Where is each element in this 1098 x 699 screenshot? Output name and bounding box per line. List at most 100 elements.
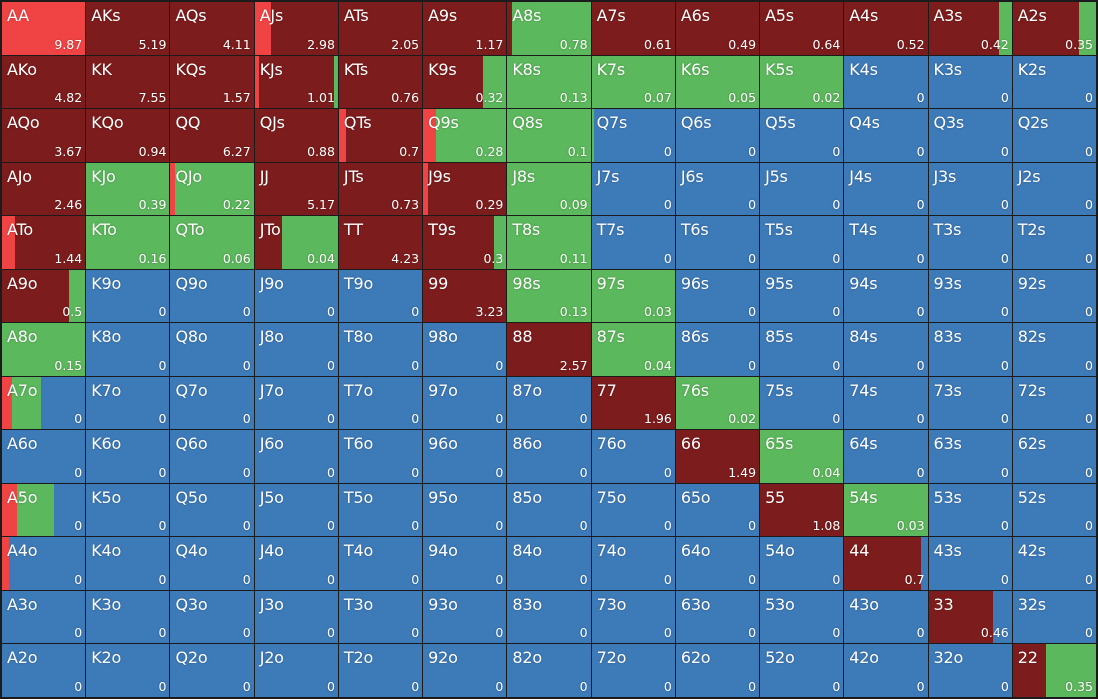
hand-cell-q8o[interactable]: Q8o 0 [170,323,254,376]
hand-cell-q5s[interactable]: Q5s 0 [760,109,844,162]
hand-cell-qjo[interactable]: QJo 0.22 [170,162,254,216]
hand-cell-q6o[interactable]: Q6o 0 [170,430,254,483]
hand-cell-aqo[interactable]: AQo 3.67 [2,109,86,162]
hand-cell-j8o[interactable]: J8o 0 [254,323,338,376]
hand-cell-94s[interactable]: 94s 0 [844,269,928,323]
hand-cell-54o[interactable]: 54o 0 [760,537,844,590]
hand-cell-j3s[interactable]: J3s 0 [928,162,1012,216]
hand-cell-q7o[interactable]: Q7o 0 [170,376,254,430]
hand-cell-83s[interactable]: 83s 0 [928,323,1012,376]
hand-cell-55[interactable]: 55 1.08 [760,483,844,537]
hand-cell-tt[interactable]: TT 4.23 [338,216,423,269]
hand-cell-88[interactable]: 88 2.57 [507,323,591,376]
hand-cell-85s[interactable]: 85s 0 [760,323,844,376]
hand-cell-qjs[interactable]: QJs 0.88 [254,109,338,162]
hand-cell-22[interactable]: 22 0.35 [1012,644,1096,697]
hand-cell-77[interactable]: 77 1.96 [591,376,675,430]
hand-cell-92o[interactable]: 92o 0 [423,644,507,697]
hand-cell-86s[interactable]: 86s 0 [675,323,760,376]
hand-cell-52s[interactable]: 52s 0 [1012,483,1096,537]
hand-cell-aks[interactable]: AKs 5.19 [86,2,170,55]
hand-cell-a5s[interactable]: A5s 0.64 [760,2,844,55]
hand-cell-32s[interactable]: 32s 0 [1012,590,1096,644]
hand-cell-ajo[interactable]: AJo 2.46 [2,162,86,216]
hand-cell-94o[interactable]: 94o 0 [423,537,507,590]
hand-cell-43o[interactable]: 43o 0 [844,590,928,644]
hand-cell-93o[interactable]: 93o 0 [423,590,507,644]
hand-cell-43s[interactable]: 43s 0 [928,537,1012,590]
hand-cell-87o[interactable]: 87o 0 [507,376,591,430]
hand-cell-a7o[interactable]: A7o 0 [2,376,86,430]
hand-cell-k3o[interactable]: K3o 0 [86,590,170,644]
hand-cell-k7o[interactable]: K7o 0 [86,376,170,430]
hand-cell-98o[interactable]: 98o 0 [423,323,507,376]
hand-cell-j8s[interactable]: J8s 0.09 [507,162,591,216]
hand-cell-k9s[interactable]: K9s 0.32 [423,55,507,109]
hand-cell-q9s[interactable]: Q9s 0.28 [423,109,507,162]
hand-cell-97s[interactable]: 97s 0.03 [591,269,675,323]
hand-cell-a2o[interactable]: A2o 0 [2,644,86,697]
hand-cell-72s[interactable]: 72s 0 [1012,376,1096,430]
hand-cell-44[interactable]: 44 0.7 [844,537,928,590]
hand-cell-99[interactable]: 99 3.23 [423,269,507,323]
hand-cell-k9o[interactable]: K9o 0 [86,269,170,323]
hand-cell-j4o[interactable]: J4o 0 [254,537,338,590]
hand-cell-kjs[interactable]: KJs 1.01 [254,55,338,109]
hand-cell-k8o[interactable]: K8o 0 [86,323,170,376]
hand-cell-t4s[interactable]: T4s 0 [844,216,928,269]
hand-cell-t5s[interactable]: T5s 0 [760,216,844,269]
hand-cell-62s[interactable]: 62s 0 [1012,430,1096,483]
hand-cell-t2s[interactable]: T2s 0 [1012,216,1096,269]
hand-cell-32o[interactable]: 32o 0 [928,644,1012,697]
hand-cell-k4o[interactable]: K4o 0 [86,537,170,590]
hand-cell-64s[interactable]: 64s 0 [844,430,928,483]
hand-cell-63s[interactable]: 63s 0 [928,430,1012,483]
hand-cell-42o[interactable]: 42o 0 [844,644,928,697]
hand-cell-kjo[interactable]: KJo 0.39 [86,162,170,216]
hand-cell-j4s[interactable]: J4s 0 [844,162,928,216]
hand-cell-jj[interactable]: JJ 5.17 [254,162,338,216]
hand-cell-j2o[interactable]: J2o 0 [254,644,338,697]
hand-cell-75o[interactable]: 75o 0 [591,483,675,537]
hand-cell-qts[interactable]: QTs 0.7 [338,109,423,162]
hand-cell-jto[interactable]: JTo 0.04 [254,216,338,269]
hand-cell-j5s[interactable]: J5s 0 [760,162,844,216]
hand-cell-k6o[interactable]: K6o 0 [86,430,170,483]
hand-cell-ato[interactable]: ATo 1.44 [2,216,86,269]
hand-cell-76o[interactable]: 76o 0 [591,430,675,483]
hand-cell-87s[interactable]: 87s 0.04 [591,323,675,376]
hand-cell-q2o[interactable]: Q2o 0 [170,644,254,697]
hand-cell-j6s[interactable]: J6s 0 [675,162,760,216]
hand-cell-t7s[interactable]: T7s 0 [591,216,675,269]
hand-cell-q9o[interactable]: Q9o 0 [170,269,254,323]
hand-cell-q2s[interactable]: Q2s 0 [1012,109,1096,162]
hand-cell-q6s[interactable]: Q6s 0 [675,109,760,162]
hand-cell-ako[interactable]: AKo 4.82 [2,55,86,109]
hand-cell-q4s[interactable]: Q4s 0 [844,109,928,162]
hand-cell-kk[interactable]: KK 7.55 [86,55,170,109]
hand-cell-jts[interactable]: JTs 0.73 [338,162,423,216]
hand-cell-aqs[interactable]: AQs 4.11 [170,2,254,55]
hand-cell-j2s[interactable]: J2s 0 [1012,162,1096,216]
hand-cell-t5o[interactable]: T5o 0 [338,483,423,537]
hand-cell-83o[interactable]: 83o 0 [507,590,591,644]
hand-cell-53o[interactable]: 53o 0 [760,590,844,644]
hand-cell-t8s[interactable]: T8s 0.11 [507,216,591,269]
hand-cell-k7s[interactable]: K7s 0.07 [591,55,675,109]
hand-cell-73s[interactable]: 73s 0 [928,376,1012,430]
hand-cell-85o[interactable]: 85o 0 [507,483,591,537]
hand-cell-a9o[interactable]: A9o 0.5 [2,269,86,323]
hand-cell-t4o[interactable]: T4o 0 [338,537,423,590]
hand-cell-t2o[interactable]: T2o 0 [338,644,423,697]
hand-cell-a4o[interactable]: A4o 0 [2,537,86,590]
hand-cell-k4s[interactable]: K4s 0 [844,55,928,109]
hand-cell-66[interactable]: 66 1.49 [675,430,760,483]
hand-cell-65s[interactable]: 65s 0.04 [760,430,844,483]
hand-cell-t6o[interactable]: T6o 0 [338,430,423,483]
hand-cell-84s[interactable]: 84s 0 [844,323,928,376]
hand-cell-a4s[interactable]: A4s 0.52 [844,2,928,55]
hand-cell-a6s[interactable]: A6s 0.49 [675,2,760,55]
hand-cell-j6o[interactable]: J6o 0 [254,430,338,483]
hand-cell-76s[interactable]: 76s 0.02 [675,376,760,430]
hand-cell-j3o[interactable]: J3o 0 [254,590,338,644]
